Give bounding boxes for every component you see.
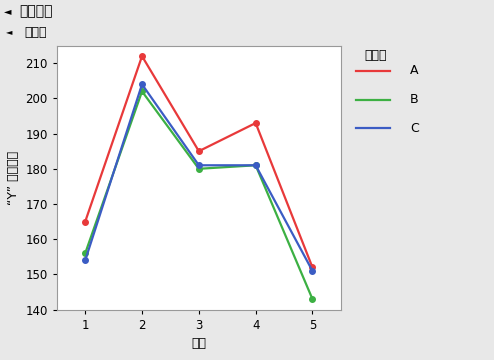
Line: A: A bbox=[82, 53, 315, 270]
Y-axis label: “Y” 的平均值: “Y” 的平均值 bbox=[7, 150, 20, 205]
Text: 操作员: 操作员 bbox=[364, 49, 387, 62]
Text: A: A bbox=[410, 64, 418, 77]
C bbox=[139, 82, 145, 86]
X-axis label: 部件: 部件 bbox=[191, 337, 206, 350]
A bbox=[196, 149, 202, 153]
A bbox=[139, 54, 145, 58]
B bbox=[309, 297, 315, 301]
C bbox=[196, 163, 202, 167]
A bbox=[252, 121, 259, 125]
Text: ◄: ◄ bbox=[4, 6, 11, 16]
B bbox=[82, 251, 88, 256]
B bbox=[252, 163, 259, 167]
A bbox=[82, 220, 88, 224]
C bbox=[82, 258, 88, 262]
C bbox=[309, 269, 315, 273]
Text: B: B bbox=[410, 93, 418, 106]
A bbox=[309, 265, 315, 270]
Line: B: B bbox=[82, 89, 315, 302]
C bbox=[252, 163, 259, 167]
Text: ◄: ◄ bbox=[6, 27, 12, 36]
Text: 平行性图: 平行性图 bbox=[20, 4, 53, 18]
Text: 操作员: 操作员 bbox=[25, 26, 47, 39]
B bbox=[196, 167, 202, 171]
B bbox=[139, 89, 145, 94]
Text: C: C bbox=[410, 122, 419, 135]
Line: C: C bbox=[82, 82, 315, 274]
